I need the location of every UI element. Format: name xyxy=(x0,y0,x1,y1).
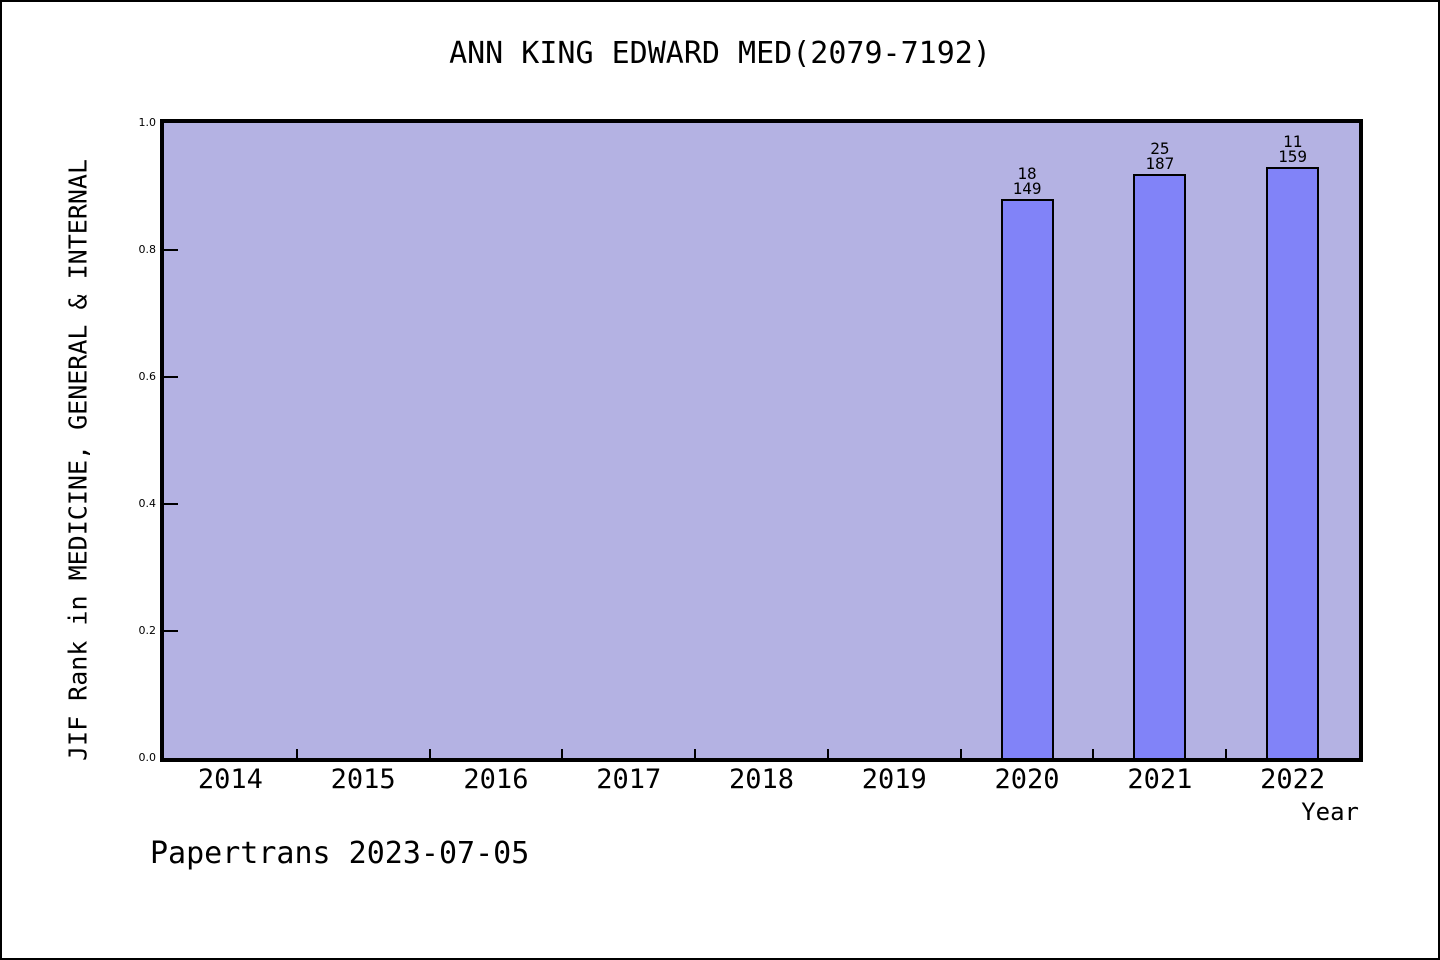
x-tick-mark xyxy=(295,749,298,758)
footer-note: Papertrans 2023-07-05 xyxy=(150,836,530,871)
y-tick-label: 1.0 xyxy=(138,116,157,129)
x-tick-mark xyxy=(1092,749,1095,758)
y-axis-label: JIF Rank in MEDICINE, GENERAL & INTERNAL xyxy=(63,158,93,762)
x-tick-mark xyxy=(1225,749,1228,758)
x-tick-label: 2018 xyxy=(728,764,795,795)
bar xyxy=(1133,173,1187,758)
bar-value-label: 25 187 xyxy=(1100,138,1220,173)
bar-rank: 25 xyxy=(1150,138,1170,158)
bar-total: 149 xyxy=(1012,179,1042,199)
x-tick-label: 2021 xyxy=(1127,764,1193,795)
bar-value-label: 11 159 xyxy=(1233,132,1353,167)
y-tick-mark xyxy=(164,249,178,251)
bar xyxy=(1266,167,1320,758)
x-tick-label: 2022 xyxy=(1260,764,1326,795)
y-tick-mark xyxy=(164,503,178,505)
x-tick-label: 2017 xyxy=(596,764,662,795)
x-tick-label: 2019 xyxy=(861,764,927,795)
x-tick-mark xyxy=(561,749,564,758)
bar-rank: 11 xyxy=(1282,132,1303,152)
x-tick-mark xyxy=(428,749,431,758)
x-tick-label: 2015 xyxy=(330,764,396,795)
y-tick-label: 0.8 xyxy=(138,243,157,256)
y-tick-mark xyxy=(164,630,178,632)
bar xyxy=(1000,199,1054,758)
x-tick-label: 2020 xyxy=(994,764,1060,795)
chart-title: ANN KING EDWARD MED(2079-7192) xyxy=(449,36,991,71)
y-tick-label: 0.6 xyxy=(138,370,157,383)
x-tick-label: 2014 xyxy=(197,764,263,795)
x-tick-mark xyxy=(694,749,697,758)
bar-total: 187 xyxy=(1145,153,1175,173)
y-tick-mark xyxy=(164,376,178,378)
x-axis-label: Year xyxy=(1301,798,1359,826)
bar-total: 159 xyxy=(1278,147,1308,167)
y-tick-label: 0.2 xyxy=(138,624,157,637)
x-tick-mark xyxy=(826,749,829,758)
x-tick-mark xyxy=(959,749,962,758)
plot-area: 18 149 25 187 11 159 xyxy=(160,119,1363,762)
bar-rank: 18 xyxy=(1017,164,1037,184)
x-tick-label: 2016 xyxy=(463,764,529,795)
y-tick-label: 0.0 xyxy=(138,751,157,764)
y-tick-label: 0.4 xyxy=(138,497,157,510)
bar-value-label: 18 149 xyxy=(967,164,1087,199)
